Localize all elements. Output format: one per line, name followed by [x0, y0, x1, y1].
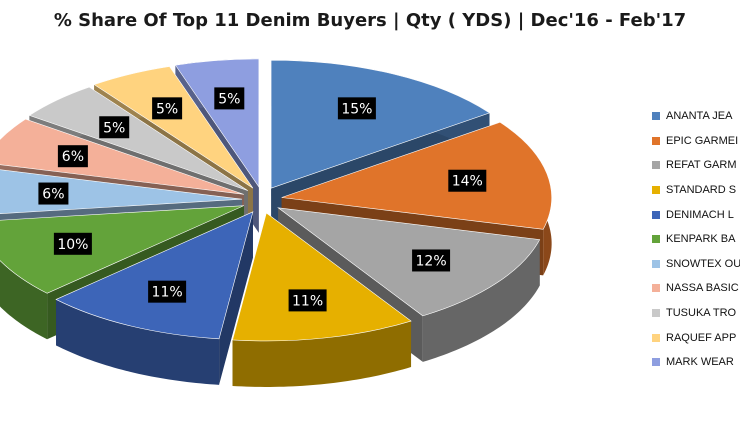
- data-label-text: 14%: [452, 174, 483, 190]
- legend-item: KENPARK BA: [652, 227, 740, 252]
- legend-swatch: [652, 259, 660, 268]
- legend-item: STANDARD S: [652, 178, 740, 203]
- slice-face: [232, 212, 412, 342]
- data-label-text: 6%: [42, 187, 64, 203]
- slice-face: [0, 118, 245, 195]
- data-label-box: [288, 289, 327, 312]
- data-label-box: [337, 97, 376, 120]
- pie-slice: [55, 211, 254, 385]
- legend-label: KENPARK BA: [666, 233, 736, 246]
- legend-item: MARK WEAR: [652, 350, 740, 375]
- data-label-text: 5%: [156, 101, 178, 117]
- data-label: 11%: [288, 289, 327, 312]
- legend-label: MARK WEAR: [666, 356, 734, 369]
- chart-legend: ANANTA JEA EPIC GARMEI REFAT GARM STANDA…: [652, 104, 740, 375]
- slice-face: [270, 59, 491, 189]
- data-label: 6%: [57, 145, 88, 168]
- slice-side: [422, 239, 540, 362]
- legend-swatch: [652, 112, 660, 121]
- data-label-text: 11%: [152, 285, 183, 301]
- slice-side: [232, 321, 412, 387]
- data-label-text: 5%: [103, 120, 125, 136]
- data-label-box: [99, 116, 130, 139]
- legend-swatch: [652, 186, 660, 195]
- slice-side: [56, 299, 220, 385]
- slice-face: [277, 207, 541, 317]
- legend-item: SNOWTEX OU: [652, 252, 740, 277]
- legend-label: REFAT GARM: [666, 159, 737, 172]
- slice-face: [55, 211, 254, 340]
- data-label: 11%: [148, 280, 187, 303]
- data-label: 10%: [53, 232, 92, 255]
- slice-side: [0, 260, 48, 340]
- slice-face: [0, 205, 245, 294]
- data-label: 5%: [214, 87, 245, 110]
- data-label-text: 10%: [57, 237, 88, 253]
- legend-item: REFAT GARM: [652, 153, 740, 178]
- data-label-text: 12%: [416, 253, 447, 269]
- legend-swatch: [652, 235, 660, 244]
- legend-label: DENIMACH L: [666, 208, 734, 221]
- legend-swatch: [652, 333, 660, 342]
- data-label: 15%: [337, 97, 376, 120]
- data-label-box: [57, 145, 88, 168]
- data-label-text: 6%: [62, 149, 84, 165]
- slice-face: [281, 121, 552, 230]
- legend-label: STANDARD S: [666, 184, 737, 197]
- legend-item: ANANTA JEA: [652, 104, 740, 129]
- data-label: 14%: [448, 169, 487, 192]
- data-label-box: [152, 97, 183, 120]
- data-label-text: 11%: [292, 293, 323, 309]
- legend-item: EPIC GARMEI: [652, 129, 740, 154]
- data-label: 5%: [152, 97, 183, 120]
- chart-title: % Share Of Top 11 Denim Buyers | Qty ( Y…: [53, 10, 687, 31]
- data-label-box: [148, 280, 187, 303]
- legend-swatch: [652, 161, 660, 170]
- legend-label: EPIC GARMEI: [666, 134, 739, 147]
- legend-label: NASSA BASIC: [666, 282, 739, 295]
- legend-swatch: [652, 210, 660, 219]
- legend-label: SNOWTEX OU: [666, 257, 740, 270]
- legend-item: RAQUEF APP: [652, 325, 740, 350]
- data-label-box: [412, 249, 451, 272]
- data-label-box: [53, 232, 92, 255]
- legend-swatch: [652, 309, 660, 318]
- data-label-text: 15%: [341, 101, 372, 117]
- legend-swatch: [652, 136, 660, 145]
- data-label-text: 5%: [218, 91, 240, 107]
- data-label: 5%: [99, 116, 130, 139]
- legend-swatch: [652, 358, 660, 367]
- data-label-box: [214, 87, 245, 110]
- legend-label: ANANTA JEA: [666, 110, 733, 123]
- legend-item: NASSA BASIC: [652, 276, 740, 301]
- pie-slice: [232, 212, 412, 387]
- slice-face: [93, 66, 254, 189]
- data-label: 12%: [412, 249, 451, 272]
- legend-item: TUSUKA TRO: [652, 301, 740, 326]
- legend-label: RAQUEF APP: [666, 331, 737, 344]
- legend-swatch: [652, 284, 660, 293]
- data-label-box: [38, 182, 69, 205]
- legend-item: DENIMACH L: [652, 202, 740, 227]
- legend-label: TUSUKA TRO: [666, 307, 737, 320]
- data-label-box: [448, 169, 487, 192]
- slice-face: [28, 86, 249, 191]
- data-label: 6%: [38, 182, 69, 205]
